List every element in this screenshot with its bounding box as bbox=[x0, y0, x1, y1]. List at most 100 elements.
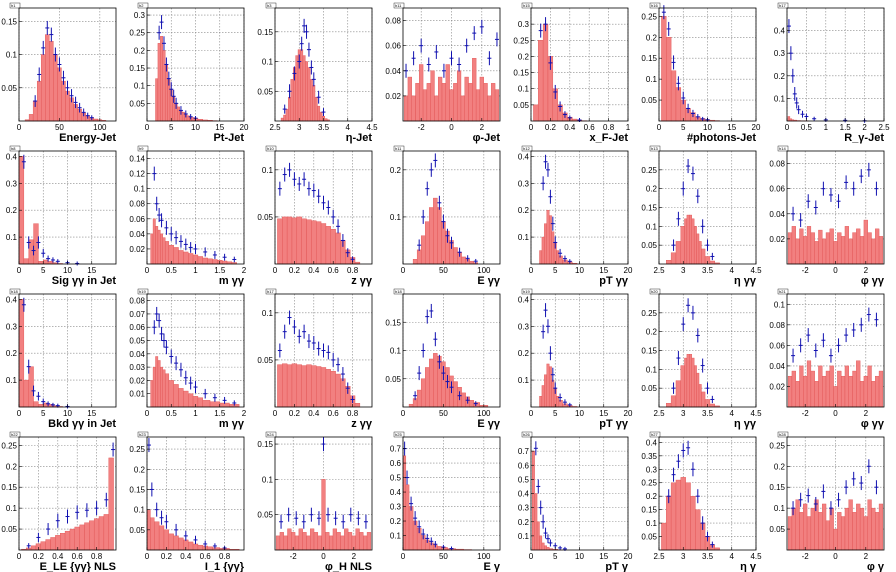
histogram-svg: h19 0 5 10 15 20 0.1 0.2 0.3 0.4 pT γγ bbox=[518, 288, 633, 430]
data-point bbox=[700, 516, 705, 530]
y-tick-label: 0.07 bbox=[129, 310, 145, 319]
y-tick-label: 0.25 bbox=[129, 445, 145, 454]
histogram-tag-label: h18 bbox=[11, 289, 18, 294]
x-tick-label: 0.8 bbox=[91, 552, 103, 561]
histogram-panel: h17 0 0.2 0.4 0.6 0.8 0.05 0.1 z γγ bbox=[256, 286, 384, 430]
histogram-tag: h20 bbox=[649, 288, 661, 295]
plot-frame bbox=[402, 436, 501, 551]
data-point bbox=[429, 537, 434, 546]
x-tick-label: 10 bbox=[703, 123, 712, 132]
histogram-bar bbox=[162, 50, 166, 122]
x-tick-label: 4.5 bbox=[750, 409, 762, 418]
histogram-panel: h18 0 5 10 15 0.1 0.2 0.3 0.4 Bkd γγ in Jet bbox=[0, 286, 128, 430]
x-tick-label: 0.8 bbox=[347, 266, 359, 275]
histogram-bar bbox=[275, 535, 281, 551]
data-point bbox=[84, 503, 89, 518]
histogram-bar bbox=[818, 229, 823, 265]
histogram-bar bbox=[822, 503, 827, 551]
x-tick-label: 0.4 bbox=[308, 409, 320, 418]
data-point bbox=[421, 343, 426, 358]
data-point bbox=[790, 68, 795, 83]
data-point bbox=[558, 248, 563, 258]
data-point bbox=[69, 89, 74, 103]
histogram-bar bbox=[279, 532, 284, 551]
data-point bbox=[203, 540, 208, 548]
histogram-bar bbox=[685, 482, 691, 551]
histogram-bar bbox=[155, 356, 159, 408]
data-point bbox=[543, 17, 548, 32]
data-point bbox=[21, 297, 26, 312]
data-point bbox=[465, 255, 470, 262]
data-point bbox=[548, 539, 553, 547]
histogram-bar bbox=[38, 261, 44, 265]
histogram-bar bbox=[675, 241, 682, 265]
x-tick-label: 4.5 bbox=[750, 552, 762, 561]
x-tick-label: 50 bbox=[439, 266, 448, 275]
x-axis-label: pT γγ bbox=[599, 275, 629, 287]
data-point bbox=[193, 535, 198, 545]
data-point bbox=[73, 96, 78, 109]
y-tick-label: 0.3 bbox=[518, 20, 530, 29]
histogram-bar bbox=[163, 529, 170, 551]
x-axis-label: I_1 {γγ} bbox=[205, 561, 245, 572]
x-tick-label: 15 bbox=[727, 123, 736, 132]
y-tick-label: 0.15 bbox=[641, 54, 657, 63]
histogram-bar bbox=[548, 215, 552, 265]
plot-frame bbox=[18, 436, 117, 551]
data-point bbox=[859, 476, 864, 491]
data-point bbox=[494, 32, 499, 47]
data-point bbox=[26, 359, 31, 374]
histogram-svg: h3 2.5 3 3.5 4 4.5 0.05 0.1 0.15 η-Jet bbox=[257, 2, 378, 144]
data-point bbox=[686, 298, 691, 313]
histogram-panel: h19 0 5 10 15 20 0.1 0.2 0.3 0.4 pT γγ bbox=[512, 286, 640, 430]
histogram-bar bbox=[173, 535, 179, 551]
data-point bbox=[859, 169, 864, 184]
data-point bbox=[545, 319, 550, 334]
x-tick-label: 1.5 bbox=[840, 123, 852, 132]
histogram-bar bbox=[848, 238, 853, 265]
x-tick-label: 0.4 bbox=[180, 552, 192, 561]
histogram-bar bbox=[670, 70, 677, 122]
histogram-tag: h9 bbox=[137, 145, 149, 152]
histogram-bar bbox=[461, 256, 466, 265]
histogram-bar bbox=[852, 370, 857, 408]
y-tick-label: 0.06 bbox=[385, 42, 401, 51]
histogram-bar bbox=[825, 370, 831, 408]
histogram-bar bbox=[534, 493, 538, 551]
y-tick-label: 0.05 bbox=[257, 213, 273, 222]
histogram-bar bbox=[285, 108, 289, 122]
x-tick-label: -2 bbox=[802, 409, 810, 418]
data-point bbox=[543, 303, 548, 318]
histogram-tag: h18 bbox=[9, 288, 21, 295]
x-axis-label: φ γ bbox=[867, 561, 885, 572]
histogram-bar bbox=[49, 41, 54, 122]
data-point bbox=[31, 245, 36, 256]
data-point bbox=[676, 351, 681, 366]
histogram-bar bbox=[433, 197, 438, 265]
y-tick-label: 0.1 bbox=[134, 506, 146, 515]
y-tick-label: 0.05 bbox=[641, 533, 657, 542]
histogram-svg: h27 2.5 3 3.5 4 4.5 0.05 0.1 0.15 0.2 0.25 0.3 0.35 0… bbox=[641, 431, 762, 572]
histogram-bar bbox=[441, 83, 447, 122]
x-tick-label: 0.6 bbox=[200, 552, 212, 561]
histogram-bar bbox=[282, 216, 288, 265]
x-tick-label: 10 bbox=[575, 409, 584, 418]
y-tick-label: 0.1 bbox=[518, 85, 530, 94]
histogram-panel: h24 -2 0 2 0.05 0.1 0.15 φ_H NLS bbox=[256, 429, 384, 572]
histogram-bar bbox=[162, 237, 166, 265]
histogram-bar bbox=[558, 400, 563, 408]
data-point bbox=[417, 239, 422, 251]
histogram-bar bbox=[311, 220, 317, 265]
data-point bbox=[457, 391, 462, 401]
data-point bbox=[417, 366, 422, 381]
data-point bbox=[798, 213, 803, 228]
data-point bbox=[695, 489, 700, 504]
histogram-tag: h16 bbox=[649, 2, 661, 9]
histogram-tag-label: h21 bbox=[779, 289, 786, 294]
histogram-bar bbox=[684, 218, 688, 265]
y-tick-label: 0.2 bbox=[390, 166, 402, 175]
histogram-bar bbox=[314, 97, 318, 122]
histogram-bar bbox=[164, 373, 170, 408]
data-point bbox=[311, 183, 316, 198]
histogram-svg: h17 0 0.5 1 1.5 2 2.5 0.1 0.2 0.3 0.4 R_γ-Jet bbox=[774, 2, 890, 144]
